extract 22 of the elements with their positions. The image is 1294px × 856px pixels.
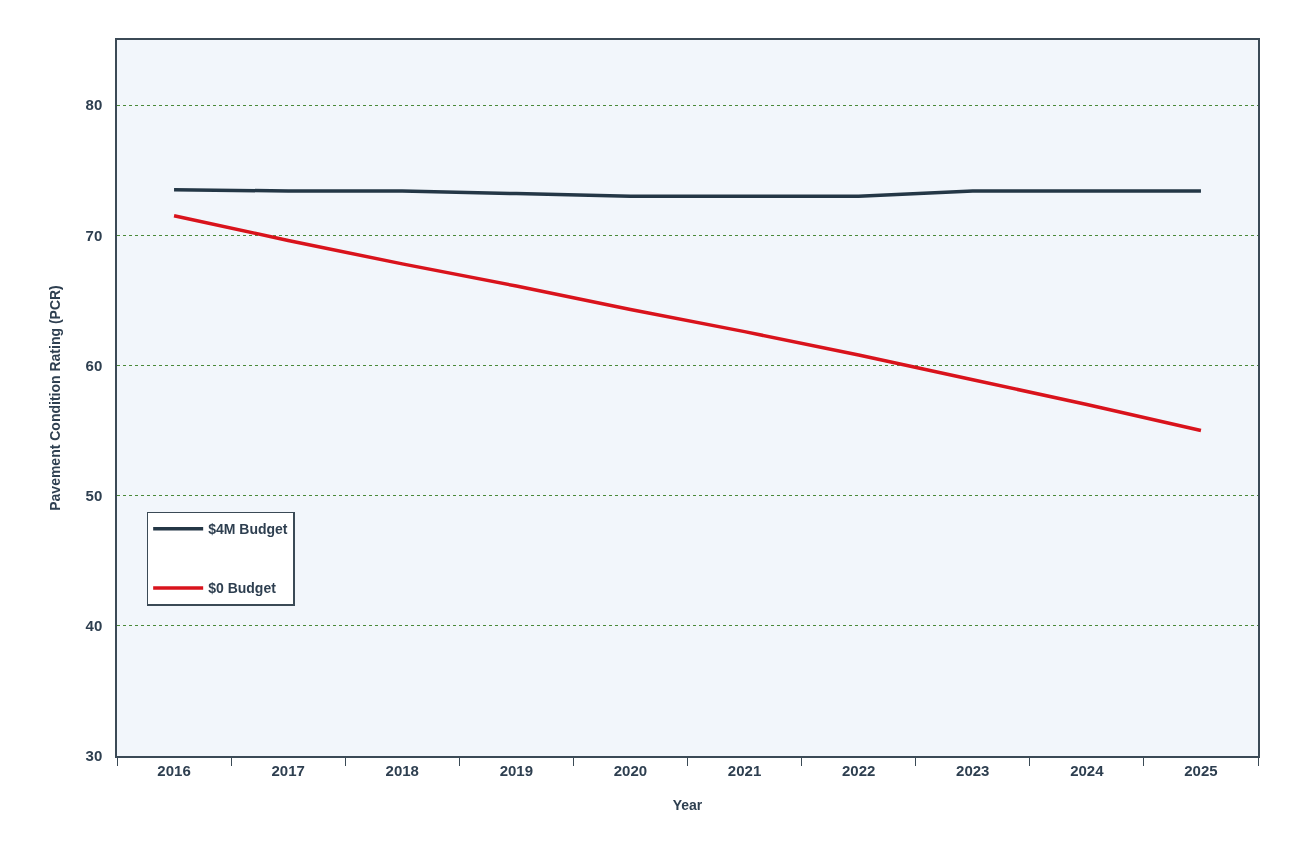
x-tick-label: 2016 <box>157 761 191 779</box>
y-tick-label: 80 <box>85 96 103 114</box>
legend-label: $4M Budget <box>208 521 288 538</box>
legend-label: $0 Budget <box>208 580 277 597</box>
line-series <box>172 214 1203 433</box>
line-series <box>172 187 1203 198</box>
x-axis-title: Year <box>672 796 703 813</box>
x-tick-label: 2023 <box>956 761 990 779</box>
x-tick-label: 2018 <box>385 761 419 779</box>
y-axis-title: Pavement Condition Rating (PCR) <box>46 285 63 511</box>
y-tick-label: 30 <box>85 747 103 765</box>
x-tick-label: 2020 <box>613 761 648 779</box>
y-tick-label: 60 <box>85 356 103 374</box>
y-tick-label: 40 <box>85 617 103 635</box>
y-tick-label: 50 <box>85 486 103 504</box>
x-tick-label: 2017 <box>271 761 305 779</box>
x-tick-label: 2024 <box>1070 761 1105 779</box>
x-tick-label: 2021 <box>727 761 762 779</box>
x-tick-label: 2022 <box>841 761 876 779</box>
x-tick-label: 2019 <box>499 761 534 779</box>
x-tick-label: 2025 <box>1184 761 1218 779</box>
y-tick-label: 70 <box>85 226 103 244</box>
